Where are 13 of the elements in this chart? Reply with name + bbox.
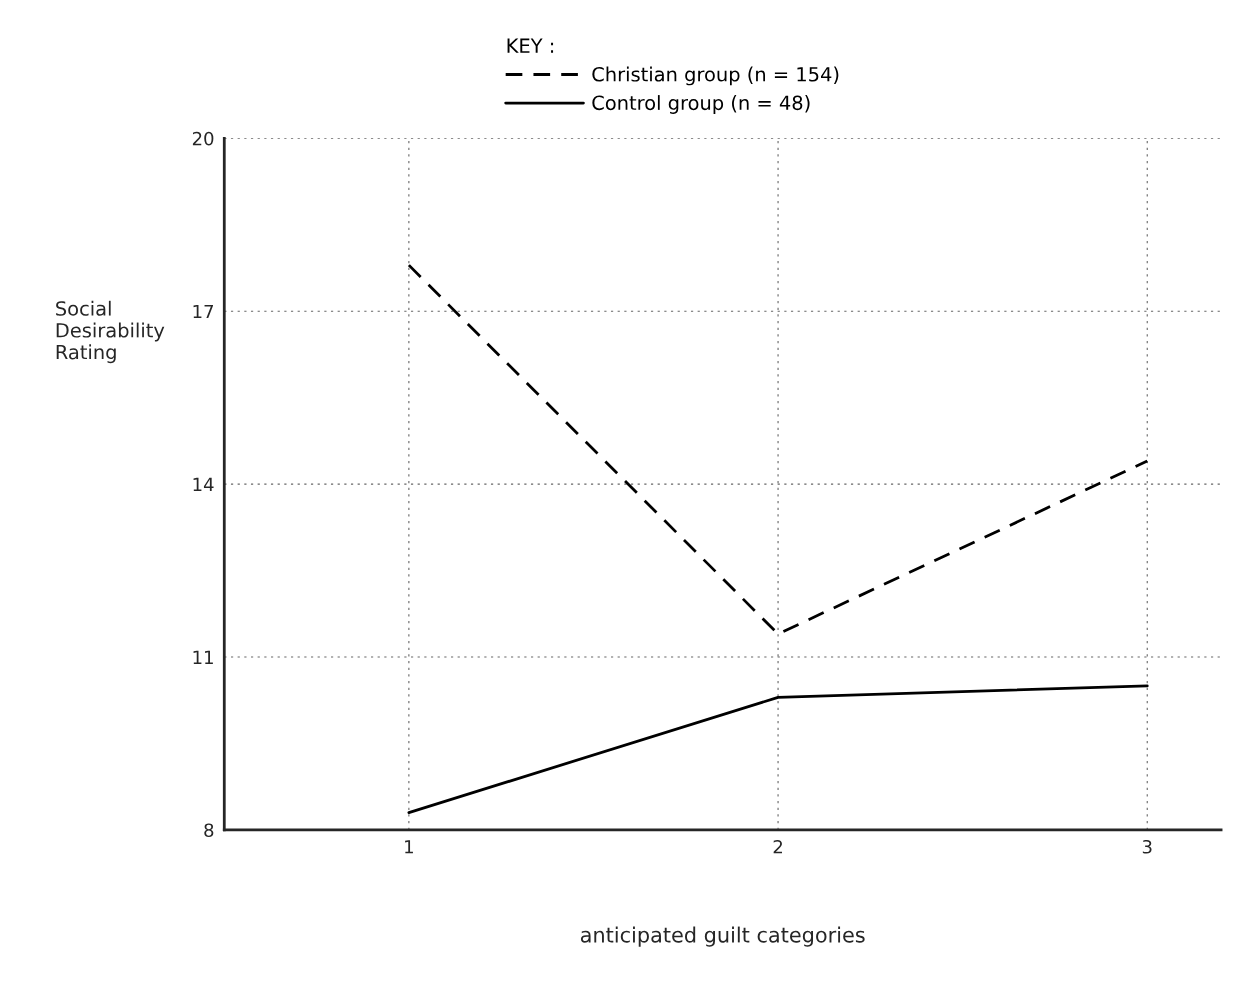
x-tick-label: 2 — [773, 839, 782, 854]
x-tick-label: 1 — [405, 840, 413, 854]
x-axis-title: anticipated guilt categories — [580, 926, 865, 947]
y-tick-label: 11 — [193, 650, 213, 664]
y-tick-label: 20 — [192, 131, 214, 146]
y-axis-title: Social Desirability Rating — [56, 300, 165, 364]
legend-title: KEY : — [507, 38, 554, 53]
y-tick-label: 17 — [193, 304, 214, 319]
legend-label: Christian group (n = 154) — [592, 66, 839, 86]
legend-label: Control group (n = 48) — [592, 95, 810, 114]
y-tick-label: 8 — [204, 823, 214, 838]
x-tick-label: 3 — [1142, 839, 1152, 854]
y-tick-label: 14 — [193, 477, 214, 491]
